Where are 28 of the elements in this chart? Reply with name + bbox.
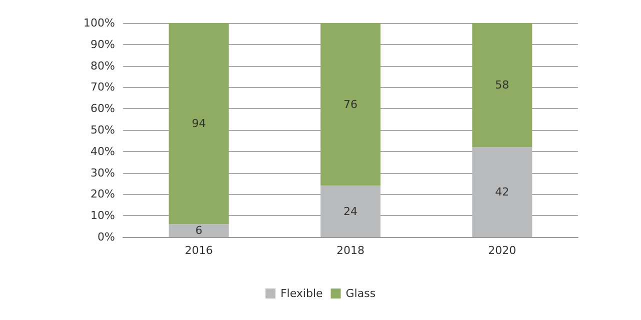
- legend-label: Flexible: [280, 287, 324, 300]
- legend-label: Glass: [346, 287, 376, 300]
- y-tick-label: 60%: [90, 102, 115, 116]
- x-tick-label: 2018: [336, 244, 364, 257]
- bar: [320, 23, 380, 186]
- y-tick-label: 90%: [90, 38, 115, 51]
- data-label: 76: [344, 98, 358, 111]
- y-tick-label: 80%: [90, 59, 115, 72]
- y-tick-label: 20%: [90, 188, 115, 201]
- data-label: 58: [495, 78, 510, 92]
- bar: [320, 186, 380, 237]
- data-label: 6: [195, 224, 202, 238]
- y-tick-label: 0%: [98, 230, 115, 244]
- y-tick-label: 10%: [90, 209, 115, 222]
- y-tick-label: 100%: [84, 16, 115, 30]
- x-tick-label: 2016: [184, 244, 213, 257]
- y-tick-label: 50%: [90, 124, 115, 136]
- data-label: 42: [495, 186, 510, 199]
- y-tick-label: 30%: [90, 166, 115, 180]
- y-tick-label: 70%: [90, 80, 115, 94]
- bar: [472, 147, 532, 237]
- x-tick-label: 2020: [488, 244, 516, 257]
- bar: [168, 23, 229, 224]
- y-tick-label: 40%: [90, 144, 115, 158]
- data-label: 94: [192, 117, 206, 130]
- bar: [168, 224, 229, 237]
- bar: [472, 23, 532, 148]
- data-label: 24: [344, 204, 358, 218]
